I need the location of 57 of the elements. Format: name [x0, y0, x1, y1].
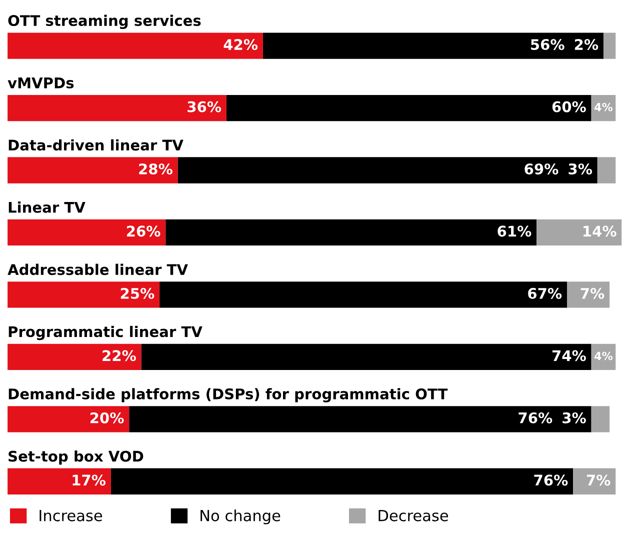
data-label: 36%	[188, 101, 222, 112]
data-label: 69%	[524, 163, 558, 174]
data-label: 76%	[518, 412, 552, 424]
bar	[8, 94, 226, 122]
bar	[536, 219, 622, 246]
bar	[591, 406, 610, 432]
y-tick-label: Set-top box VOD	[8, 450, 144, 465]
bar	[110, 468, 574, 494]
y-tick-label: vMVPDs	[8, 78, 74, 88]
data-label: 60%	[552, 101, 586, 112]
data-label: 76%	[534, 474, 568, 486]
bar	[141, 344, 592, 370]
data-label: 61%	[498, 226, 532, 237]
bar	[8, 32, 263, 59]
bar	[226, 94, 592, 122]
legend-label: Decrease	[378, 510, 448, 522]
bar	[597, 157, 616, 184]
y-tick-label: Programmatic linear TV	[8, 326, 202, 340]
data-label: 3%	[568, 163, 592, 174]
data-label: 4%	[594, 352, 613, 360]
data-label: 14%	[584, 226, 616, 237]
bar	[160, 282, 567, 308]
bar	[566, 282, 610, 308]
bar	[166, 219, 537, 246]
bar	[8, 468, 111, 494]
bar	[8, 282, 160, 308]
bar	[8, 157, 178, 184]
data-label: 17%	[72, 474, 106, 486]
bar	[603, 32, 616, 59]
y-tick-label: Demand-side platforms (DSPs) for programmatic OTT	[8, 388, 448, 402]
data-label: 28%	[139, 163, 172, 174]
data-label: 20%	[90, 412, 124, 424]
data-label: 7%	[586, 474, 610, 486]
data-label: 4%	[594, 102, 613, 112]
bar	[129, 406, 592, 432]
bar	[8, 219, 166, 246]
data-label: 22%	[102, 350, 136, 362]
data-label: 26%	[126, 226, 160, 237]
y-tick-label: Linear TV	[8, 202, 86, 213]
data-label: 74%	[552, 350, 586, 362]
legend-label: Increase	[40, 510, 102, 522]
bar	[8, 344, 142, 370]
bar	[573, 468, 616, 494]
data-label: 3%	[562, 412, 586, 424]
data-label: 42%	[224, 38, 258, 50]
data-label: 2%	[574, 38, 598, 50]
data-label: 7%	[580, 288, 604, 299]
y-tick-label: OTT streaming services	[8, 14, 201, 29]
legend-label: No change	[200, 510, 280, 524]
y-tick-label: Data-driven linear TV	[8, 139, 184, 151]
bar	[262, 32, 604, 59]
y-tick-label: Addressable linear TV	[8, 264, 188, 276]
data-label: 56%	[531, 38, 564, 50]
bar	[178, 157, 598, 184]
bar	[8, 406, 130, 432]
data-label: 67%	[528, 288, 562, 299]
data-label: 25%	[120, 288, 154, 299]
